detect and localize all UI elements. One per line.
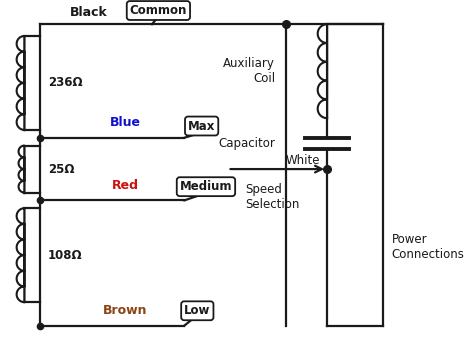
Text: 25Ω: 25Ω (48, 163, 75, 176)
Text: Common: Common (130, 4, 187, 17)
Text: Brown: Brown (103, 304, 147, 317)
Text: Blue: Blue (109, 116, 140, 129)
Text: Auxiliary
Coil: Auxiliary Coil (223, 57, 275, 85)
Text: 236Ω: 236Ω (48, 77, 83, 89)
Text: Max: Max (188, 119, 215, 133)
Text: Power
Connections: Power Connections (392, 234, 465, 261)
Text: Medium: Medium (180, 180, 232, 193)
Text: Speed
Selection: Speed Selection (245, 183, 299, 211)
Text: White: White (286, 154, 320, 167)
Text: Black: Black (70, 6, 108, 19)
Text: Low: Low (184, 304, 210, 317)
Text: 108Ω: 108Ω (48, 249, 83, 262)
Text: Capacitor: Capacitor (218, 137, 275, 150)
Text: Red: Red (111, 179, 138, 192)
